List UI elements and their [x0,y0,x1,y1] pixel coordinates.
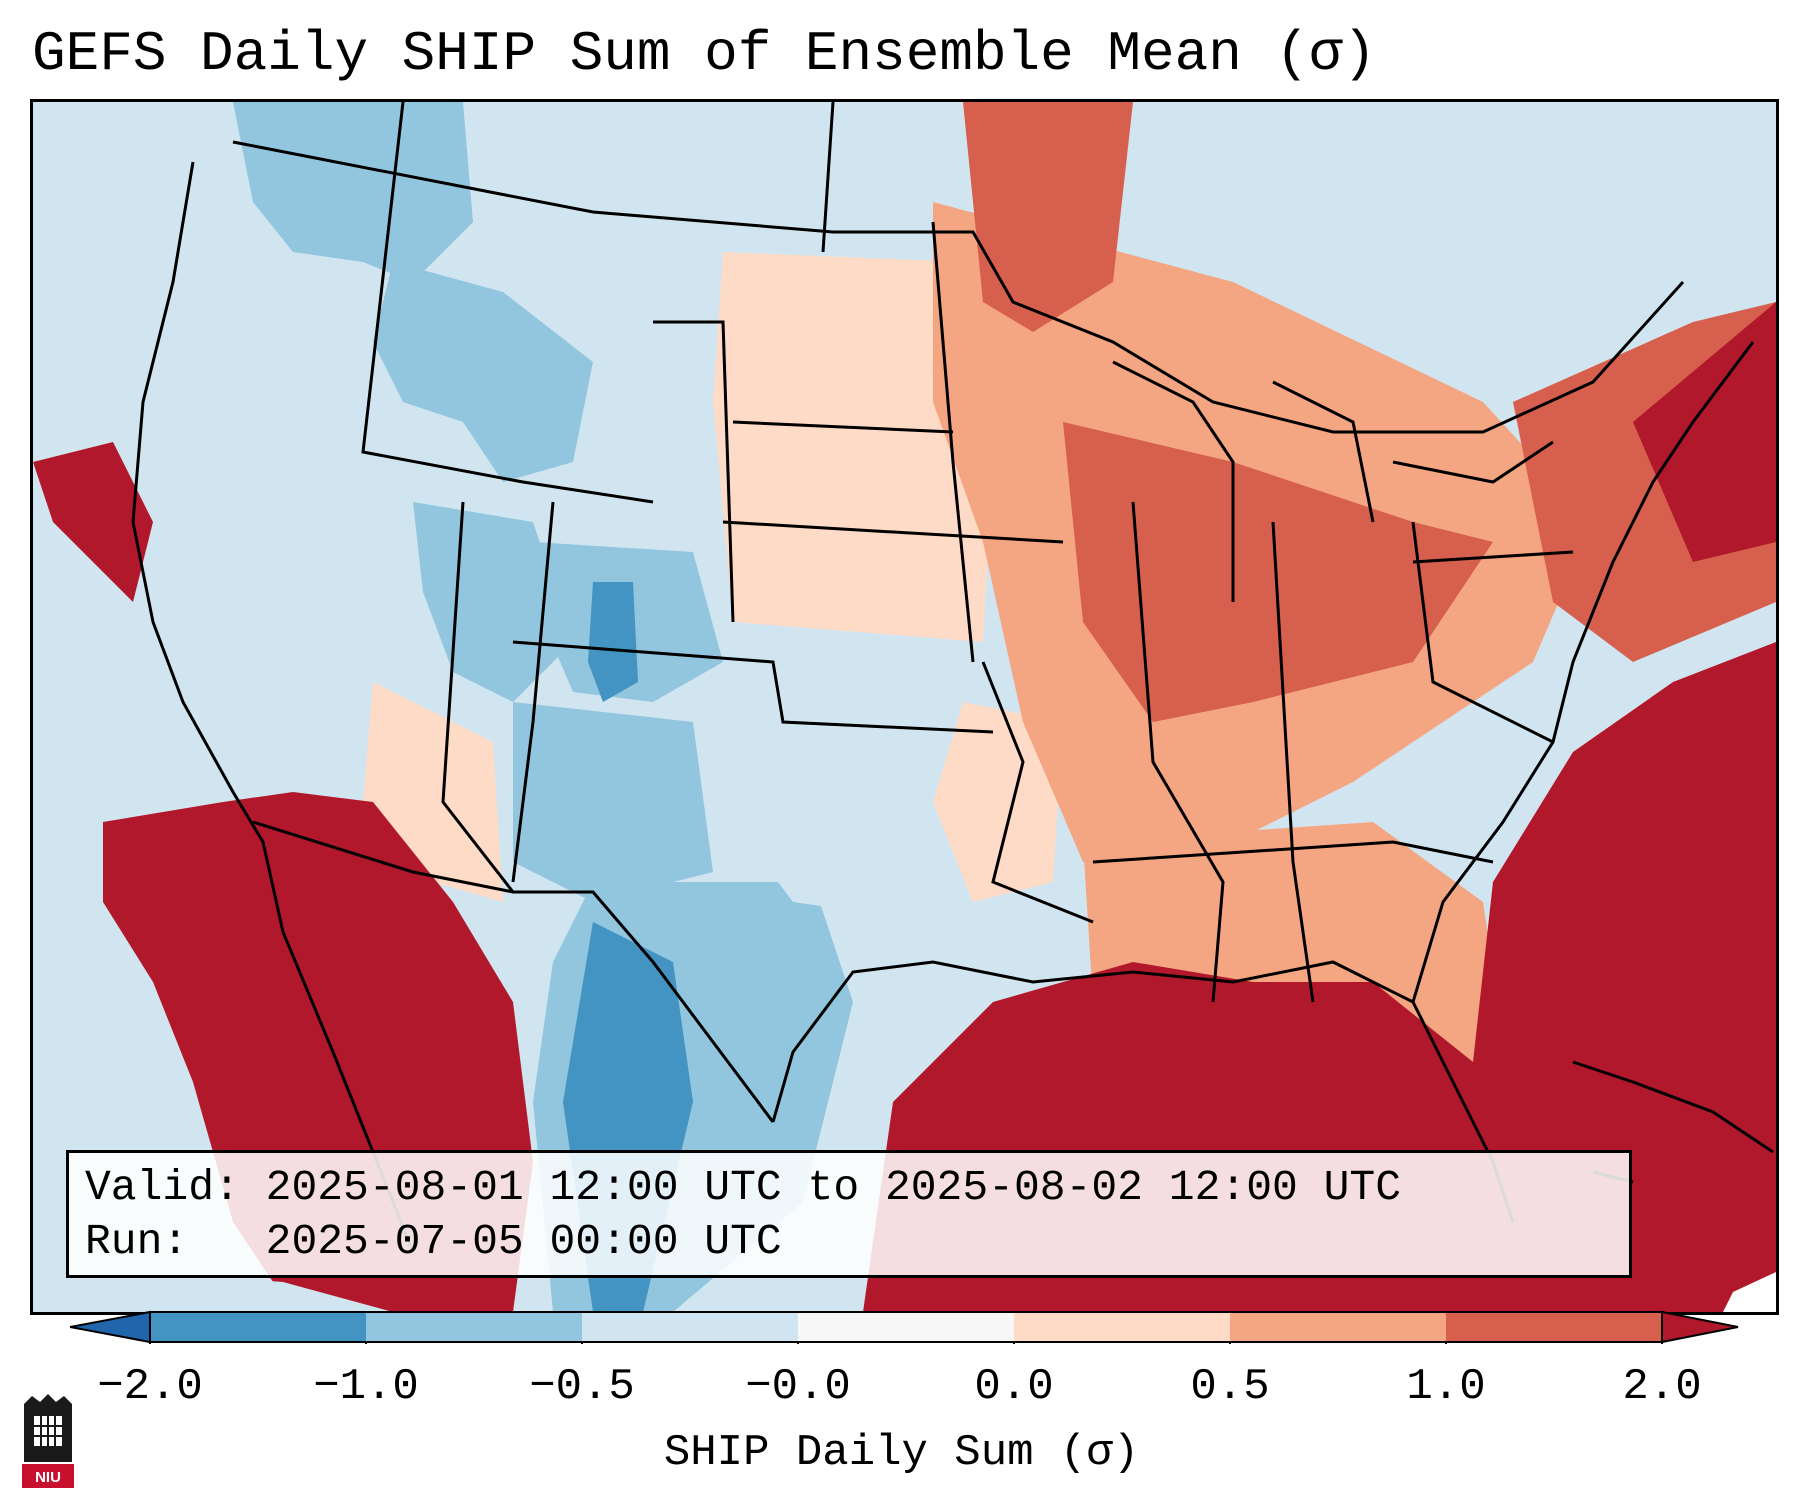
bottom-right-white [1723,1272,1776,1312]
borders [131,102,1755,1253]
run-row: Run: 2025-07-05 00:00 UTC [85,1215,1613,1269]
west-coast [131,161,415,1253]
colorbar-seg-0 [150,1312,366,1342]
state-line-3 [441,501,515,893]
state-line-8 [1092,840,1494,864]
western-us-region [123,102,733,902]
colorbar-tick-label: −1.0 [313,1362,419,1412]
state-line-7 [981,661,1094,924]
valid-row: Valid: 2025-08-01 12:00 UTC to 2025-08-0… [85,1161,1613,1215]
valid-label: Valid: [85,1163,240,1212]
colorbar-seg-6 [1446,1312,1662,1342]
map-canvas [33,102,1776,1312]
region-light-orange-sw [363,682,503,902]
region-dark-red-ca-coast [33,442,153,602]
run-label: Run: [85,1217,189,1266]
niu-logo: NIU [22,1394,74,1488]
us-mexico-border [252,820,775,1123]
us-canada-border [232,140,1685,434]
region-light-blue-plains [733,642,1013,922]
state-line-12 [821,102,835,253]
colorbar-ticks [149,1342,1663,1344]
region-red-upper-midwest [963,102,1133,332]
logo-text: NIU [35,1469,61,1486]
chart-title: GEFS Daily SHIP Sum of Ensemble Mean (σ) [32,22,1377,86]
region-light-orange-plains [713,252,993,642]
region-light-orange-ok [933,702,1063,902]
region-dark-red-northeast-coast [1633,302,1776,562]
colorbar-seg-4 [1014,1312,1230,1342]
colorbar-tick-label: 1.0 [1406,1362,1486,1412]
state-line-1 [361,102,654,504]
colorbar-seg-1 [366,1312,582,1342]
colorbar-extend-right [1661,1310,1739,1344]
colorbar-tick-label: −2.0 [97,1362,203,1412]
colorbar-seg-5 [1230,1312,1446,1342]
valid-value: 2025-08-01 12:00 UTC to 2025-08-02 12:00… [265,1163,1402,1212]
region-medium-blue-idaho [373,262,593,482]
state-line-15 [1412,550,1574,564]
region-dark-red-gulf-atlantic [863,642,1776,1312]
colorbar-label: SHIP Daily Sum (σ) [663,1428,1140,1478]
colorbar-tick-label: 0.0 [974,1362,1054,1412]
colorbar-seg-3 [798,1312,1014,1342]
region-dark-blue-co [588,582,638,702]
state-line-5 [511,501,555,883]
colorbar-tick-label: 2.0 [1622,1362,1702,1412]
atlantic-coast [1411,341,1755,1003]
run-value: 2025-07-05 00:00 UTC [265,1217,782,1266]
state-line-10 [1271,521,1315,1003]
state-line-4 [512,640,994,734]
state-line-9 [1131,501,1225,1003]
colorbar [70,1310,1739,1344]
map-panel [30,99,1779,1315]
state-line-6 [722,520,1064,544]
colorbar-tick-label: −0.0 [745,1362,851,1412]
colorbar-extend-left [70,1310,151,1344]
region-medium-blue-nm [513,702,713,902]
region-medium-blue-nw [233,102,473,282]
region-red-great-lakes [1063,422,1493,722]
state-line-14 [732,420,954,434]
colorbar-seg-2 [582,1312,798,1342]
state-line-11 [1411,521,1554,744]
great-lakes [1112,360,1554,602]
colorbar-tick-label: −0.5 [529,1362,635,1412]
gulf-coast [771,960,1414,1123]
valid-info-box: Valid: 2025-08-01 12:00 UTC to 2025-08-0… [66,1150,1632,1278]
colorbar-outline [149,1311,1663,1343]
state-line-13 [931,221,975,663]
colorbar-tick-label: 0.5 [1190,1362,1270,1412]
